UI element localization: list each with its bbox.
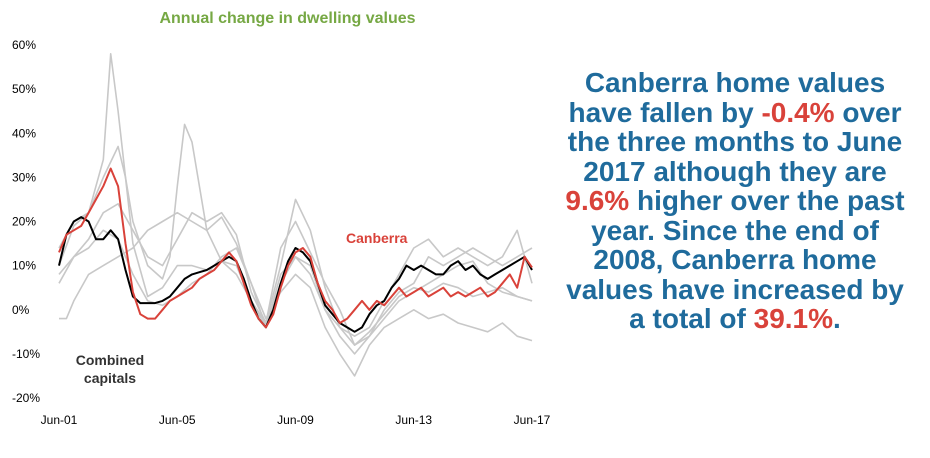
y-tick-label: 30% [12, 170, 36, 184]
x-tick-label: Jun-05 [159, 413, 196, 427]
series-line-other-capital [58, 123, 533, 346]
headline-value-annual-change: 9.6% [565, 185, 630, 216]
series-line-other-capital [59, 211, 533, 377]
chart-title: Annual change in dwelling values [159, 10, 416, 27]
y-axis-tick-labels: 60% 50% 40% 30% 20% 10% 0% -10% -20% [12, 38, 40, 405]
headline-part1: Canberra home values have fallen by [568, 67, 886, 128]
x-tick-label: Jun-01 [41, 413, 78, 427]
series-lines [58, 52, 533, 377]
x-tick-label: Jun-13 [395, 413, 432, 427]
combined-label-line2: capitals [83, 370, 137, 386]
y-tick-label: 60% [12, 38, 36, 52]
y-tick-label: 10% [12, 259, 36, 273]
combined-label-line1: Combined [75, 352, 145, 368]
headline-part4: . [833, 303, 841, 334]
x-tick-label: Jun-17 [514, 413, 551, 427]
headline-value-quarterly-change: -0.4% [761, 96, 835, 128]
series-line-combined-capitals [58, 216, 533, 333]
y-tick-label: 50% [12, 82, 36, 96]
y-tick-label: 0% [12, 303, 30, 317]
y-tick-label: -20% [12, 391, 40, 405]
headline-part2: over the three months to June 2017 altho… [567, 96, 903, 187]
line-chart: 60%50%40%30%20%10%0%-10%-20% Jun-01 Jun-0… [12, 38, 551, 427]
headline-part3: higher over the past year. Since the end… [566, 185, 905, 334]
x-axis-tick-labels: Jun-01 Jun-05 Jun-09 Jun-13 Jun-17 [41, 413, 551, 427]
x-tick-label: Jun-09 [277, 413, 314, 427]
series-line-other-capital [58, 229, 533, 338]
y-tick-label: -10% [12, 347, 40, 361]
y-tick-label: 20% [12, 215, 36, 229]
canberra-series-label: Canberra [346, 230, 408, 246]
y-tick-label: 40% [12, 126, 36, 140]
combined-capitals-series-label: Combined capitals [70, 351, 150, 387]
headline-value-total-change: 39.1% [753, 303, 834, 334]
headline-text: Canberra home values have fallen by -0.4… [565, 68, 905, 334]
series-line-canberra [58, 167, 533, 329]
series-line-other-capital [58, 203, 533, 346]
